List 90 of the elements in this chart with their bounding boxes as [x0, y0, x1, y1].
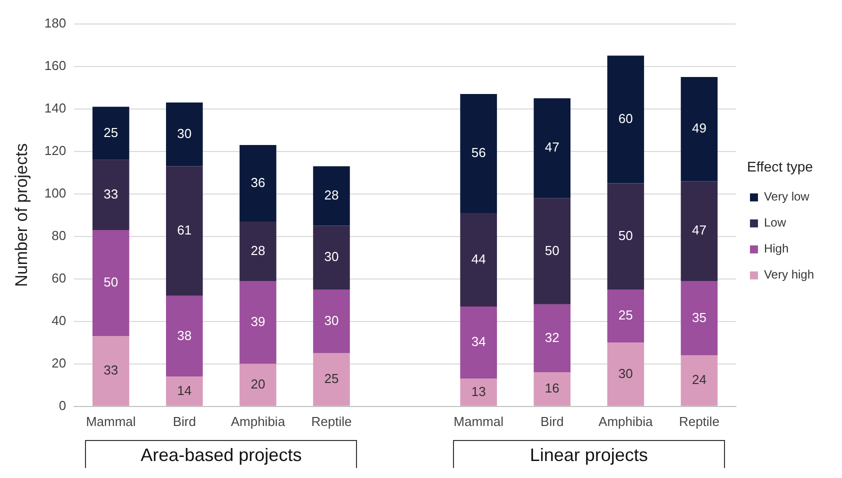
data-label: 36 — [250, 174, 266, 190]
data-label: 30 — [618, 366, 633, 381]
y-tick-label: 100 — [44, 185, 66, 200]
y-tick-label: 60 — [52, 270, 66, 286]
y-tick-label: 80 — [52, 228, 66, 243]
data-label: 50 — [618, 228, 633, 243]
data-label: 28 — [324, 188, 339, 203]
legend-label: Very low — [764, 190, 810, 204]
bar — [166, 102, 203, 166]
data-label: 25 — [618, 308, 633, 323]
x-tick-label: Reptile — [678, 414, 720, 429]
legend-title: Effect type — [747, 158, 814, 174]
y-tick-label: 40 — [52, 312, 66, 328]
bar — [313, 226, 350, 290]
data-label: 39 — [250, 314, 266, 330]
data-label: 47 — [692, 222, 706, 238]
data-label: 13 — [471, 384, 486, 399]
x-tick-label: Reptile — [311, 414, 352, 429]
bar — [313, 166, 350, 226]
bar — [460, 94, 497, 213]
bar — [92, 106, 130, 160]
data-label: 24 — [692, 372, 706, 388]
y-tick-label: 180 — [44, 15, 66, 30]
data-label: 14 — [177, 382, 192, 398]
bar — [680, 76, 718, 182]
group-frame: Linear projects — [452, 440, 725, 468]
bar — [313, 289, 350, 354]
data-label: 33 — [104, 186, 118, 202]
y-axis-title: Number of projects — [12, 143, 31, 287]
data-label: 28 — [250, 242, 266, 258]
data-label: 38 — [177, 328, 192, 343]
data-label: 30 — [324, 312, 339, 328]
data-label: 25 — [104, 124, 118, 140]
bar — [607, 342, 644, 406]
group-frame: Area-based projects — [85, 440, 358, 468]
bar — [680, 280, 718, 356]
x-tick-label: Mammal — [86, 414, 136, 429]
bar — [240, 221, 276, 281]
bar — [607, 289, 644, 343]
bar — [460, 378, 497, 406]
data-label: 25 — [324, 371, 339, 386]
data-label: 33 — [104, 362, 118, 378]
data-label: 50 — [104, 274, 118, 290]
x-tick-label: Bird — [172, 414, 196, 429]
bar — [607, 56, 644, 184]
bar — [92, 160, 130, 230]
data-label: 30 — [177, 126, 192, 141]
x-tick-label: Bird — [540, 414, 564, 429]
x-tick-label: Mammal — [454, 414, 504, 429]
bar — [240, 280, 276, 364]
bar — [166, 376, 203, 406]
data-label: 32 — [544, 330, 560, 345]
bar — [534, 98, 570, 198]
bar — [460, 306, 497, 379]
bar — [607, 183, 644, 290]
data-label: 20 — [250, 376, 266, 392]
bar — [534, 372, 570, 406]
x-tick-label: Amphibia — [598, 414, 654, 429]
bar — [680, 355, 718, 406]
bar — [534, 198, 570, 304]
bar — [680, 181, 718, 281]
data-label: 34 — [471, 334, 486, 350]
bar — [240, 364, 276, 406]
data-label: 50 — [544, 242, 560, 258]
y-tick-label: 0 — [58, 398, 66, 413]
x-tick-label: Amphibia — [230, 414, 286, 429]
data-label: 16 — [544, 380, 560, 396]
y-tick-label: 140 — [44, 100, 66, 116]
legend-label: High — [764, 242, 789, 256]
data-label: 61 — [177, 222, 192, 238]
data-label: 35 — [692, 310, 706, 325]
bar — [534, 304, 570, 372]
data-label: 44 — [471, 251, 486, 266]
bar — [166, 166, 203, 296]
data-label: 56 — [471, 145, 486, 160]
data-label: 49 — [692, 120, 706, 136]
legend-label: Low — [764, 216, 786, 230]
legend-label: Very high — [764, 268, 814, 282]
bar — [313, 353, 350, 406]
bar — [92, 336, 130, 406]
bar — [92, 230, 130, 336]
data-label: 60 — [618, 111, 633, 126]
y-tick-label: 160 — [44, 58, 66, 73]
y-tick-label: 120 — [44, 142, 66, 158]
bar — [460, 212, 497, 306]
bar — [240, 144, 276, 222]
y-tick-label: 20 — [52, 355, 66, 370]
bar — [166, 296, 203, 377]
data-label: 47 — [544, 140, 560, 155]
data-label: 30 — [324, 249, 339, 264]
